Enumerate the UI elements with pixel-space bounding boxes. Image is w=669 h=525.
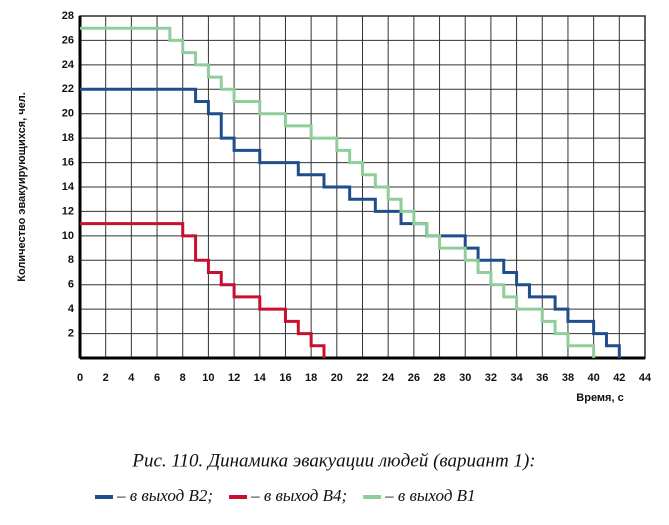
x-tick-label: 26 — [408, 372, 420, 384]
y-tick-label: 12 — [62, 205, 74, 217]
x-tick-label: 30 — [459, 372, 471, 384]
y-tick-label: 28 — [62, 10, 74, 22]
y-tick-label: 26 — [62, 34, 74, 46]
x-tick-label: 34 — [510, 372, 523, 384]
x-tick-label: 22 — [356, 372, 368, 384]
y-tick-label: 18 — [62, 132, 74, 144]
step-line — [80, 87, 621, 358]
y-axis-label: Количество эвакуирующихся, чел. — [16, 92, 28, 282]
y-tick-label: 24 — [62, 59, 75, 71]
legend-label: – в выход B2; — [116, 486, 213, 505]
x-tick-label: 20 — [331, 372, 343, 384]
x-tick-label: 36 — [536, 372, 548, 384]
x-tick-label: 18 — [305, 372, 317, 384]
x-tick-label: 16 — [279, 372, 291, 384]
x-tick-label: 4 — [128, 372, 135, 384]
x-tick-label: 24 — [382, 372, 395, 384]
y-tick-label: 2 — [68, 327, 74, 339]
step-line — [80, 26, 596, 358]
x-tick-label: 38 — [562, 372, 574, 384]
y-tick-label: 14 — [62, 181, 75, 193]
y-tick-label: 8 — [68, 254, 74, 266]
y-tick-label: 4 — [68, 303, 75, 315]
y-tick-label: 16 — [62, 156, 74, 168]
legend-label: – в выход B4; — [250, 486, 347, 505]
y-tick-label: 22 — [62, 83, 74, 95]
x-tick-label: 40 — [588, 372, 600, 384]
y-tick-label: 6 — [68, 279, 74, 291]
x-tick-label: 8 — [180, 372, 186, 384]
x-tick-label: 42 — [613, 372, 625, 384]
x-tick-label: 10 — [202, 372, 214, 384]
x-tick-label: 28 — [433, 372, 445, 384]
x-tick-label: 14 — [254, 372, 267, 384]
x-tick-label: 6 — [154, 372, 160, 384]
legend-label: – в выход B1 — [384, 486, 475, 505]
caption: Рис. 110. Динамика эвакуации людей (вари… — [131, 450, 535, 471]
y-tick-label: 10 — [62, 230, 74, 242]
x-tick-label: 44 — [639, 372, 652, 384]
step-line — [80, 222, 326, 358]
x-tick-label: 12 — [228, 372, 240, 384]
x-tick-label: 32 — [485, 372, 497, 384]
x-tick-label: 2 — [103, 372, 109, 384]
x-tick-label: 0 — [77, 372, 83, 384]
x-axis-label: Время, с — [576, 392, 623, 404]
y-tick-label: 20 — [62, 108, 74, 120]
